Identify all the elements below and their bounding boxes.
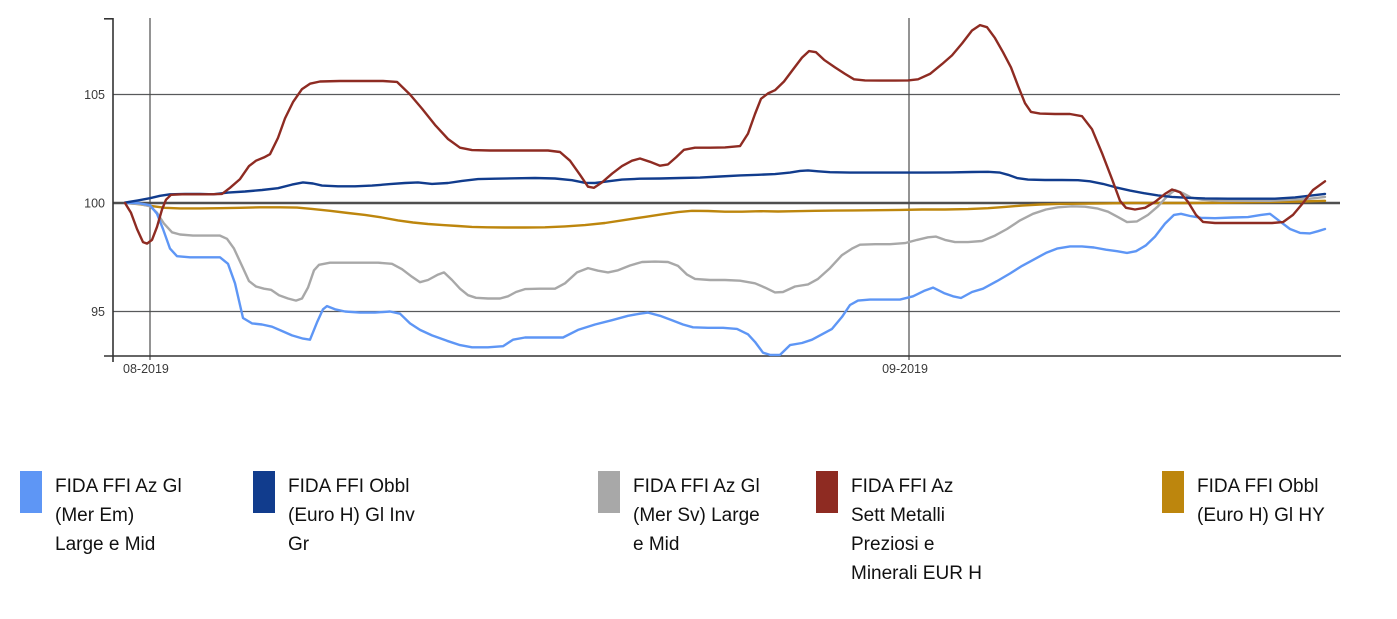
y-tick-label-105: 105: [84, 88, 105, 102]
legend-label-line: FIDA FFI Obbl: [288, 476, 410, 497]
legend-swatch: [20, 471, 42, 513]
legend-label-line: Sett Metalli: [851, 505, 945, 526]
series-line-2: [123, 188, 1327, 302]
legend-swatch: [1162, 471, 1184, 513]
legend-label: FIDA FFI Az Sett Metalli Preziosi e Mineral…: [851, 472, 982, 588]
series-line-4: [123, 199, 1327, 229]
legend-label-line: Minerali EUR H: [851, 563, 982, 584]
legend-label-line: (Euro H) Gl HY: [1197, 505, 1325, 526]
series-line-3: [123, 23, 1327, 245]
x-tick-label-09-2019: 09-2019: [882, 362, 928, 376]
legend-label: FIDA FFI Obbl (Euro H) Gl HY: [1197, 472, 1325, 530]
legend-swatch: [816, 471, 838, 513]
legend-label-line: Gr: [288, 534, 310, 555]
legend-label-line: Large e Mid: [55, 534, 156, 555]
legend-label-line: FIDA FFI Az Gl: [55, 476, 182, 497]
series-line-1: [123, 169, 1327, 204]
legend-label-line: (Mer Sv) Large: [633, 505, 760, 526]
chart-svg: 105 100 95 08-2019 09-2019: [84, 17, 1341, 376]
legend-swatch: [598, 471, 620, 513]
series-line-0: [123, 201, 1327, 357]
x-tick-label-08-2019: 08-2019: [123, 362, 169, 376]
legend-label-line: FIDA FFI Az Gl: [633, 476, 760, 497]
legend-label-line: (Euro H) Gl Inv: [288, 505, 415, 526]
legend-label-line: FIDA FFI Az: [851, 476, 954, 497]
legend-swatch: [253, 471, 275, 513]
legend-label-line: e Mid: [633, 534, 680, 555]
legend-label-line: (Mer Em): [55, 505, 135, 526]
legend-label: FIDA FFI Az Gl (Mer Sv) Large e Mid: [633, 472, 760, 559]
y-tick-label-100: 100: [84, 197, 105, 211]
legend-label: FIDA FFI Obbl (Euro H) Gl Inv Gr: [288, 472, 415, 559]
legend-label: FIDA FFI Az Gl (Mer Em) Large e Mid: [55, 472, 182, 559]
legend-label-line: Preziosi e: [851, 534, 935, 555]
y-tick-label-95: 95: [91, 305, 105, 319]
legend-label-line: FIDA FFI Obbl: [1197, 476, 1319, 497]
